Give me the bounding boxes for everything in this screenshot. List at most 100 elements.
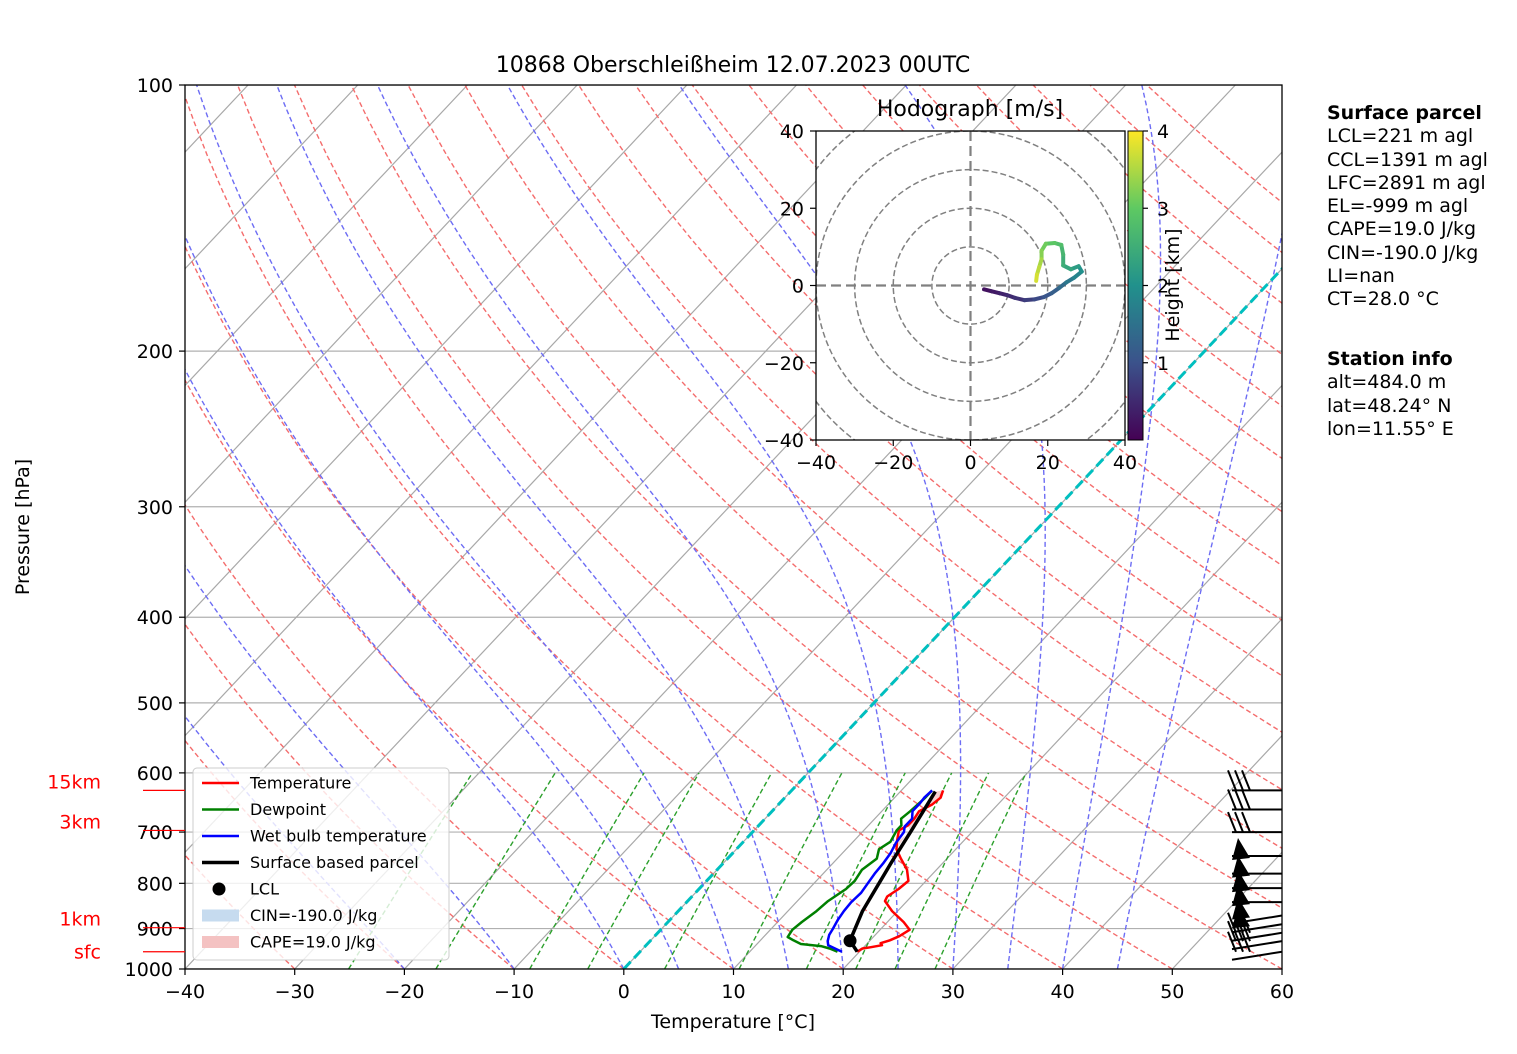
zero-degree-isotherm: [622, 266, 1282, 969]
station-info-heading: Station info: [1327, 348, 1453, 370]
isotherm-line: [952, 618, 1282, 969]
barb-feather: [1241, 770, 1251, 791]
dry-adiabat: [185, 623, 515, 969]
x-tick-label: −40: [165, 981, 205, 1003]
dry-adiabat: [407, 85, 1282, 909]
mixing-ratio-line: [855, 772, 953, 969]
dry-adiabat: [185, 244, 844, 969]
legend-label: CIN=-190.0 J/kg: [250, 906, 377, 925]
isotherm-line: [513, 151, 1282, 969]
colorbar-tick-label: 2: [1157, 276, 1169, 298]
mixing-ratio-line: [894, 772, 990, 969]
height-label: 3km: [59, 811, 101, 833]
lcl-marker: [843, 934, 857, 948]
station-lon: lon=11.55° E: [1327, 417, 1454, 440]
hodograph-segment: [1034, 272, 1039, 283]
x-tick-label: 0: [618, 981, 630, 1003]
isotherm-line: [842, 501, 1282, 969]
wind-barb: [1227, 811, 1282, 834]
hodograph-inset: −40 −20 0 20 40 −40 −20 0 20 40 1 2 3 4: [764, 121, 1169, 474]
barb-feather: [1234, 770, 1244, 791]
barb-feather: [1227, 770, 1237, 791]
colorbar-tick-label: 4: [1157, 121, 1169, 143]
hodo-x-tick-label: 20: [1036, 452, 1060, 474]
colorbar-label: Height [km]: [1162, 228, 1184, 341]
x-tick-label: −10: [494, 981, 534, 1003]
hodo-y-tick-label: −40: [764, 430, 804, 452]
legend-swatch: [202, 936, 239, 948]
y-tick-label: 600: [137, 763, 173, 785]
dry-adiabat: [185, 503, 625, 969]
station-info-panel: Station info alt=484.0 m lat=48.24° N lo…: [1327, 348, 1454, 441]
mixing-ratio-line: [663, 772, 773, 969]
y-tick-label: 300: [137, 497, 173, 519]
x-tick-label: −30: [275, 981, 315, 1003]
isotherm-line: [185, 85, 797, 737]
legend-box: [192, 767, 450, 961]
lcl-line: LCL=221 m agl: [1327, 125, 1474, 148]
barb-pennant: [1232, 855, 1250, 878]
isotherm-line: [185, 85, 578, 504]
height-label: sfc: [74, 942, 101, 964]
y-tick-label: 700: [137, 822, 173, 844]
barb-staff: [1231, 950, 1283, 961]
moist-adiabat: [1116, 230, 1282, 969]
legend-swatch: [212, 882, 226, 896]
legend-swatch: [202, 909, 239, 922]
mixing-ratio-line: [738, 772, 843, 969]
hodograph-plot: [816, 131, 1125, 440]
x-tick-label: 60: [1270, 981, 1294, 1003]
station-lat: lat=48.24° N: [1327, 394, 1452, 417]
y-tick-label: 800: [137, 873, 173, 895]
wind-barb: [1227, 770, 1282, 792]
lfc-line: LFC=2891 m agl: [1327, 171, 1486, 194]
wind-barbs: [1227, 770, 1283, 961]
barb-staff: [1231, 931, 1283, 942]
mixing-ratio-line: [435, 772, 556, 969]
barb-feather: [1241, 811, 1251, 833]
dry-adiabat: [185, 94, 954, 969]
colorbar-tick-label: 1: [1157, 353, 1169, 375]
moist-adiabat: [376, 85, 844, 969]
barb-staff: [1231, 940, 1283, 951]
skewt-axes: −40 −30 −20 −10 0 10 20 30 40 50 60100200300400500…: [47, 75, 1294, 1003]
moist-adiabat: [195, 85, 735, 969]
barb-feather: [1241, 931, 1251, 953]
legend-label: LCL: [250, 880, 279, 899]
x-tick-label: 40: [1051, 981, 1075, 1003]
y-tick-label: 200: [137, 341, 173, 363]
barb-feather: [1234, 789, 1244, 810]
hodo-x-tick-label: −20: [873, 452, 913, 474]
dry-adiabat: [464, 85, 1282, 850]
colorbar: [1127, 130, 1144, 441]
x-tick-label: 10: [721, 981, 745, 1003]
li-line: LI=nan: [1327, 265, 1395, 288]
barb-feather: [1227, 789, 1237, 810]
dry-adiabat: [350, 85, 1282, 969]
barb-feather: [1234, 811, 1244, 833]
series-wet-bulb-temperature: [826, 789, 933, 953]
y-tick-label: 500: [137, 693, 173, 715]
surface-parcel-heading: Surface parcel: [1327, 102, 1482, 124]
moist-adiabat: [185, 368, 625, 969]
isotherm-line: [185, 85, 688, 620]
dry-adiabat: [236, 85, 1063, 969]
skewt-data-lines: [786, 789, 945, 953]
y-tick-label: 900: [137, 919, 173, 941]
el-line: EL=-999 m agl: [1327, 195, 1469, 218]
wind-barb: [1232, 855, 1282, 878]
barb-staff: [1231, 914, 1283, 925]
x-tick-label: 30: [941, 981, 965, 1003]
legend-label: CAPE=19.0 J/kg: [250, 933, 376, 952]
height-label: 1km: [59, 909, 101, 931]
legend-label: Surface based parcel: [250, 853, 419, 872]
isotherm-line: [185, 85, 359, 270]
wind-barb: [1232, 837, 1282, 860]
hodo-y-tick-label: 40: [780, 121, 804, 143]
x-tick-label: 20: [831, 981, 855, 1003]
x-tick-label: 50: [1160, 981, 1184, 1003]
hodo-y-tick-label: 0: [792, 276, 804, 298]
hodo-x-tick-label: 40: [1113, 452, 1137, 474]
cape-line: CAPE=19.0 J/kg: [1327, 218, 1477, 241]
